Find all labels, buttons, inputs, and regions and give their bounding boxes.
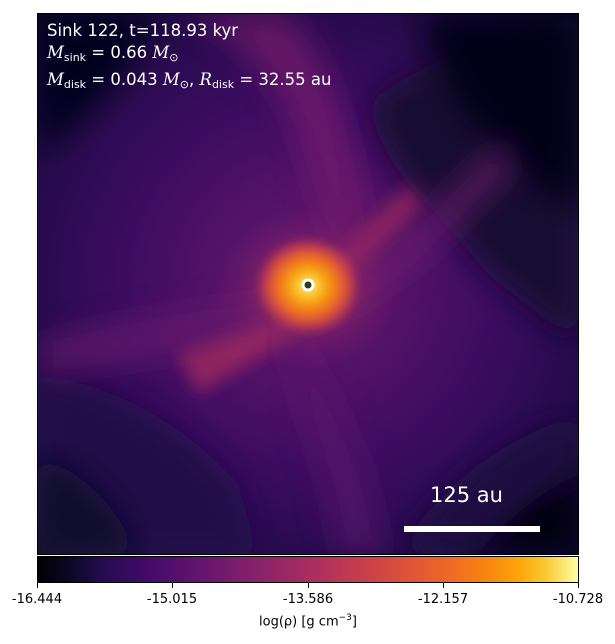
colorbar-tick [578, 583, 579, 588]
density-map [38, 14, 578, 554]
colorbar-tick-label: -16.444 [11, 592, 63, 607]
simulation-info: Sink 122, t=118.93 kyr Msink = 0.66 M⊙ M… [47, 20, 331, 96]
colorbar-tick-label: -13.586 [282, 592, 334, 607]
colorbar-tick [443, 583, 444, 588]
scale-bar [404, 526, 540, 532]
colorbar-axis-label: log(ρ) [g cm−3] [259, 613, 357, 630]
colorbar [37, 556, 579, 583]
colorbar-tick [308, 583, 309, 588]
colorbar-tick-label: -12.157 [417, 592, 469, 607]
colorbar-tick-label: -10.728 [552, 592, 604, 607]
sink-marker [301, 278, 315, 292]
scale-bar-label: 125 au [430, 483, 503, 507]
sink-mass-label: Msink = 0.66 M⊙ [47, 43, 179, 64]
sink-time-label: Sink 122, t=118.93 kyr [47, 21, 239, 40]
colorbar-ticks [0, 583, 615, 591]
colorbar-tick [37, 583, 38, 588]
density-map-panel [37, 13, 579, 555]
colorbar-tick [172, 583, 173, 588]
colorbar-tick-label: -15.015 [146, 592, 198, 607]
disk-properties-label: Mdisk = 0.043 M⊙, Rdisk = 32.55 au [47, 70, 332, 91]
